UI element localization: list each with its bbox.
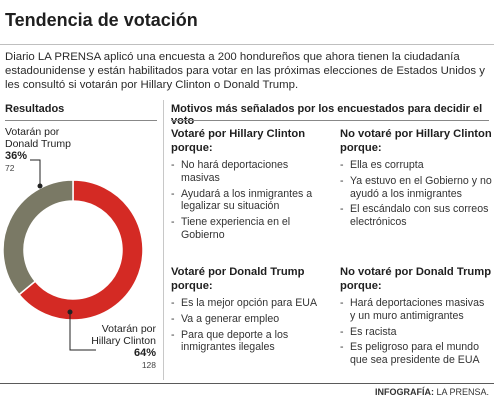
reason-item: El escándalo con sus correos electrónico… xyxy=(340,203,492,229)
reason-item: Es la mejor opción para EUA xyxy=(171,297,329,310)
reasons-divider xyxy=(171,120,489,121)
trump-label-line2: Donald Trump xyxy=(5,138,71,150)
hillary-label-line1: Votarán por xyxy=(101,323,156,335)
trump-percent: 36% xyxy=(5,150,28,162)
reason-item: Es racista xyxy=(340,326,492,339)
trump-count: 72 xyxy=(5,163,15,173)
reason-item: Ya estuvo en el Gobierno y no ayudó a lo… xyxy=(340,175,492,201)
column-divider xyxy=(163,100,164,380)
hillary-percent: 64% xyxy=(133,347,156,359)
hillary-label-line2: Hillary Clinton xyxy=(91,335,156,347)
reasons-heading-vote-hillary: Votaré por Hillary Clinton porque: xyxy=(171,128,306,154)
reasons-vote-hillary: Votaré por Hillary Clinton porque: No ha… xyxy=(171,128,329,245)
reason-item: Va a generar empleo xyxy=(171,313,329,326)
credit-line: INFOGRAFÍA: LA PRENSA. xyxy=(375,387,489,397)
reasons-heading-not-vote-trump: No votaré por Donald Trump porque: xyxy=(340,266,492,292)
reason-item: Tiene experiencia en el Gobierno xyxy=(171,216,329,242)
hillary-count: 128 xyxy=(141,360,156,370)
reason-item: Ella es corrupta xyxy=(340,159,492,172)
intro-text: Diario LA PRENSA aplicó una encuesta a 2… xyxy=(5,51,485,91)
trump-slice-label: Votarán por Donald Trump 36% 72 xyxy=(5,126,71,174)
hillary-leader-line xyxy=(69,312,96,351)
reason-item: Es peligroso para el mundo que sea presi… xyxy=(340,341,492,367)
top-divider xyxy=(0,44,494,45)
results-heading: Resultados xyxy=(5,103,65,115)
reasons-not-vote-hillary: No votaré por Hillary Clinton porque: El… xyxy=(340,128,492,232)
trump-label-line1: Votarán por xyxy=(5,126,60,138)
reasons-heading: Motivos más señalados por los encuestado… xyxy=(171,103,483,127)
bottom-divider xyxy=(0,383,494,384)
reasons-not-vote-trump: No votaré por Donald Trump porque: Hará … xyxy=(340,266,492,370)
results-divider xyxy=(5,120,157,121)
reasons-heading-vote-trump: Votaré por Donald Trump porque: xyxy=(171,266,305,292)
hillary-slice-label: Votarán por Hillary Clinton 64% 128 xyxy=(91,323,156,371)
credit-source: LA PRENSA. xyxy=(436,387,489,397)
reason-item: Hará deportaciones masivas y un muro ant… xyxy=(340,297,492,323)
page-title: Tendencia de votación xyxy=(5,10,198,30)
trump-leader-dot xyxy=(37,183,43,189)
reason-item: Ayudará a los inmigrantes a legalizar su… xyxy=(171,188,329,214)
reasons-heading-not-vote-hillary: No votaré por Hillary Clinton porque: xyxy=(340,128,492,154)
donut-slice-hillary xyxy=(18,179,144,321)
credit-label: INFOGRAFÍA: xyxy=(374,387,434,397)
donut-slice-trump xyxy=(2,179,74,296)
hillary-leader-dot xyxy=(67,309,73,315)
reasons-vote-trump: Votaré por Donald Trump porque: Es la me… xyxy=(171,266,329,357)
reason-item: Para que deporte a los inmigrantes ilega… xyxy=(171,329,329,355)
reason-item: No hará deportaciones masivas xyxy=(171,159,329,185)
trump-leader-line xyxy=(30,159,41,186)
